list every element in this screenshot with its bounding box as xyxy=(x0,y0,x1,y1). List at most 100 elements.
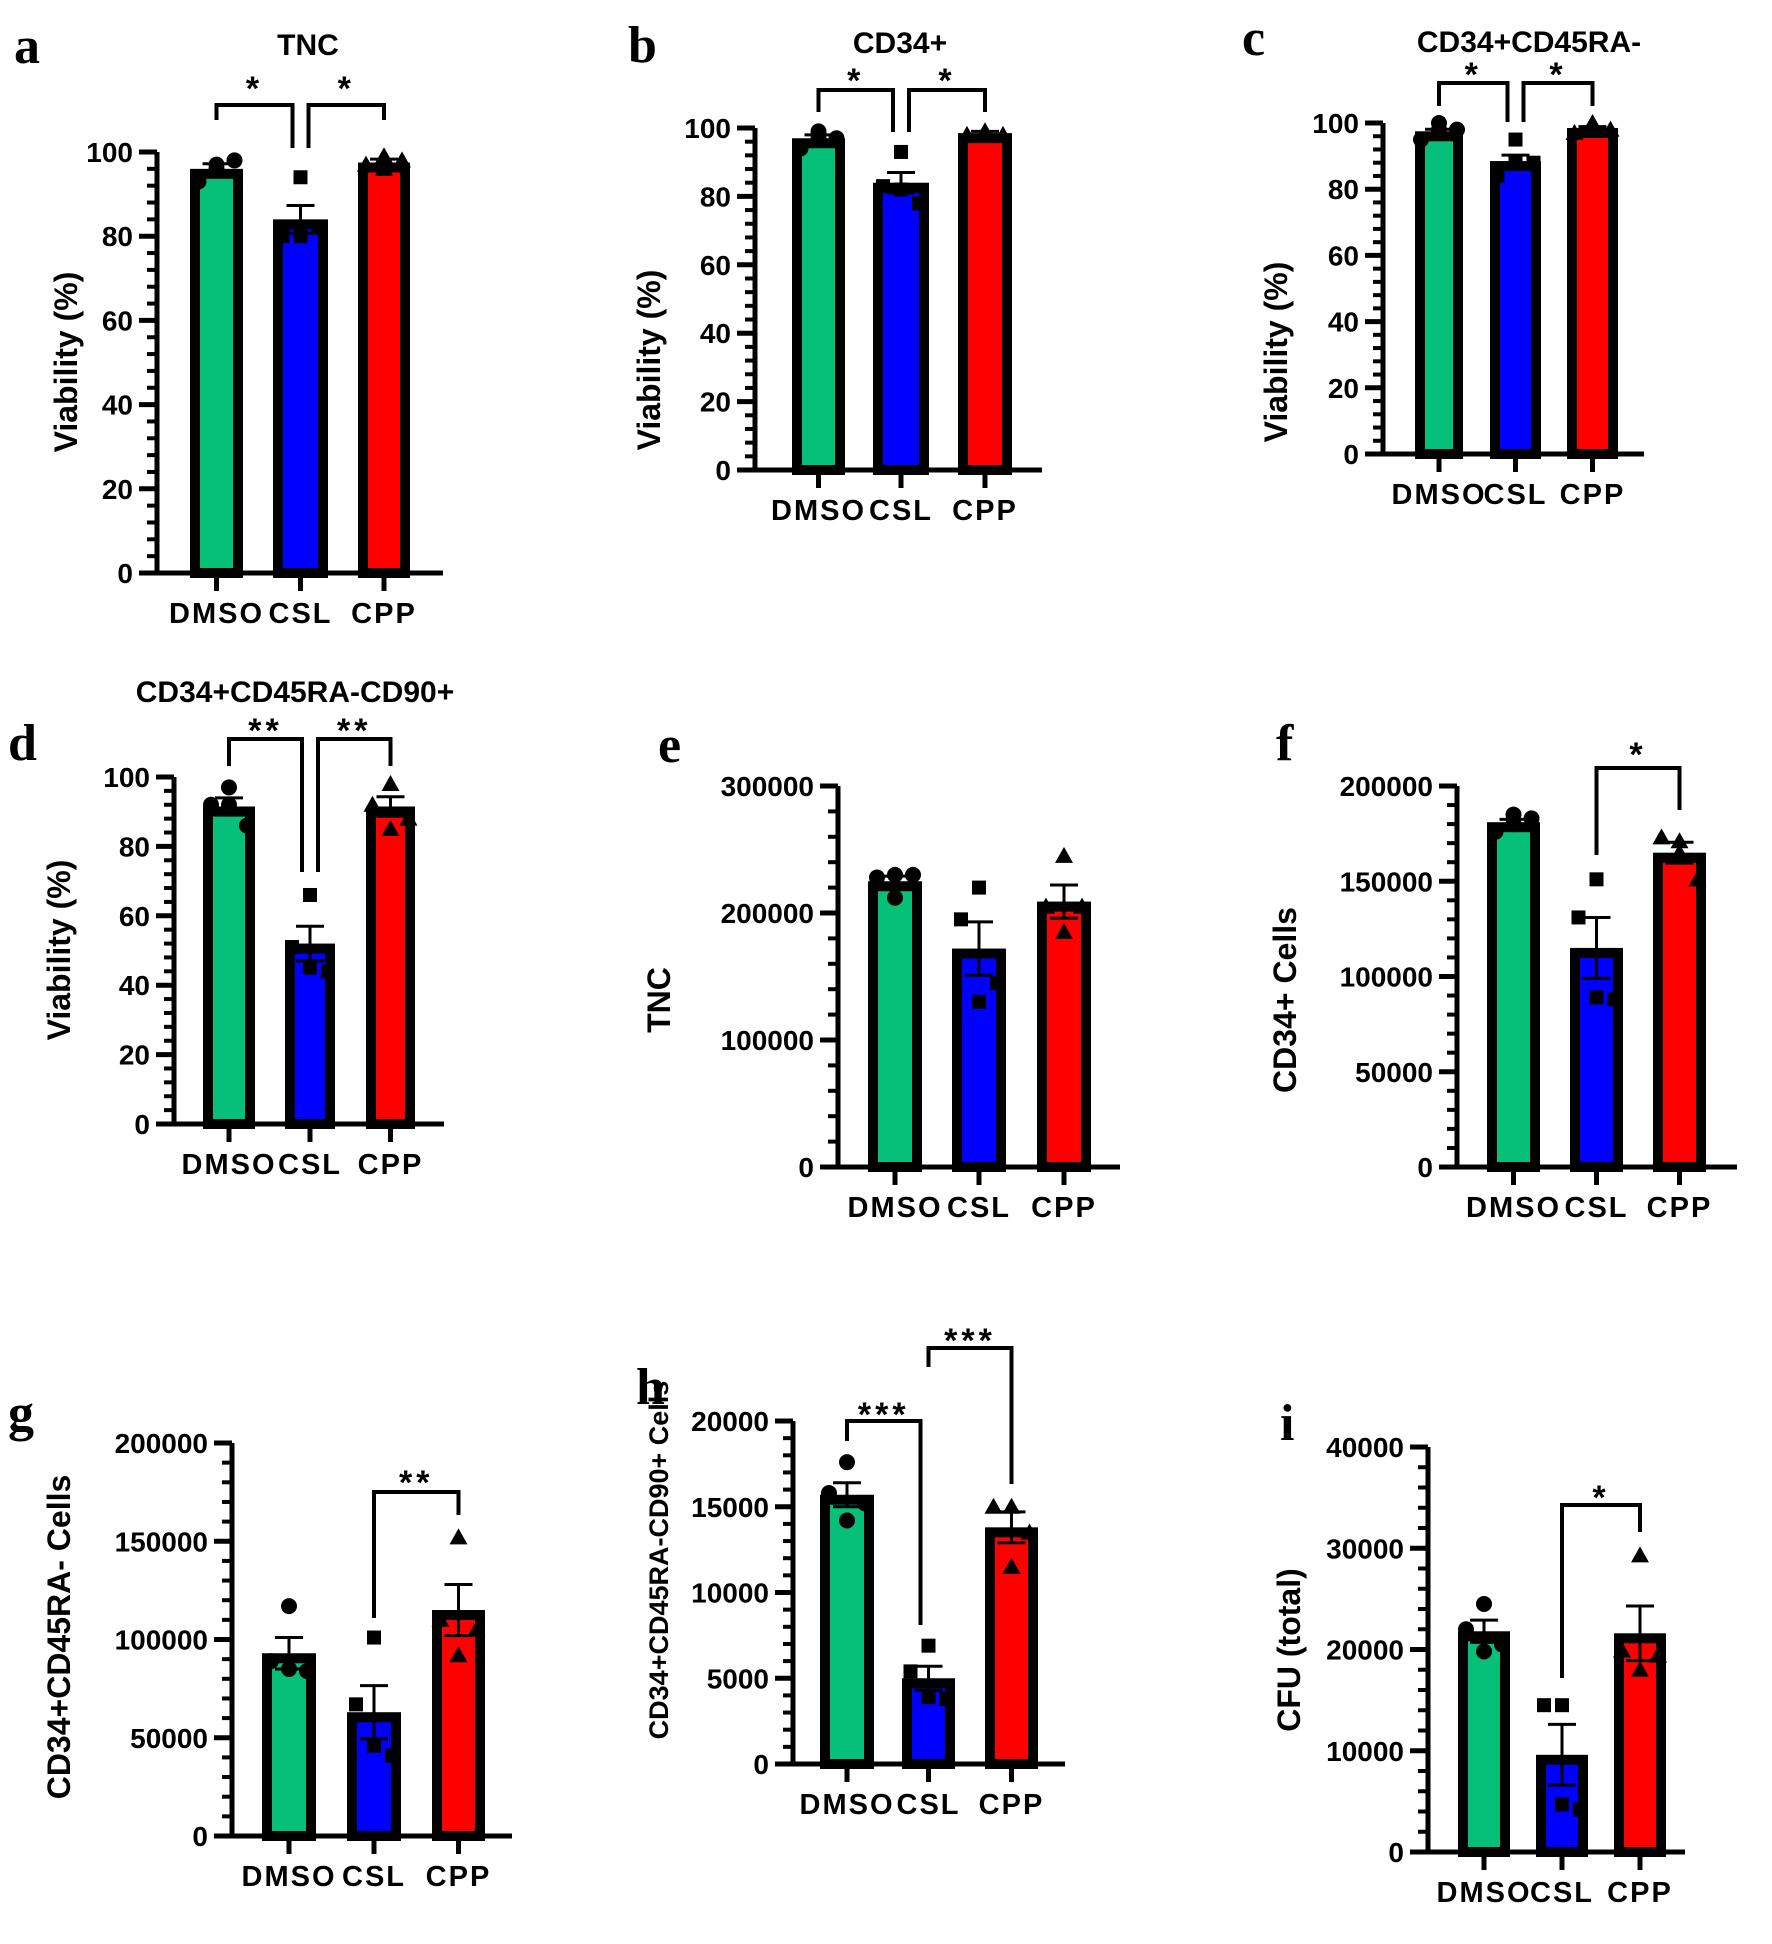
error-bar-csl xyxy=(965,920,993,977)
data-point-cpp xyxy=(1565,123,1584,140)
y-tick-label: 100 xyxy=(86,137,133,168)
y-tick-label: 100 xyxy=(1312,108,1359,139)
y-tick-label: 0 xyxy=(117,558,133,589)
significance-label: * xyxy=(1592,1479,1609,1517)
significance-bracket: * xyxy=(306,70,386,148)
bar-csl xyxy=(273,219,328,579)
y-tick-label: 60 xyxy=(102,305,133,336)
x-tick-label: CPP xyxy=(351,598,417,630)
y-tick-label: 60 xyxy=(700,250,731,281)
data-point-cpp xyxy=(375,147,393,164)
x-tick-label: CSL xyxy=(1565,1192,1629,1224)
y-tick-label: 20000 xyxy=(1326,1635,1404,1666)
y-axis-label: CD34+CD45RA- Cells xyxy=(41,1475,77,1800)
y-axis-label: CD34+ Cells xyxy=(1267,907,1303,1093)
data-point-csl xyxy=(972,880,986,895)
error-bar-cpp xyxy=(1050,883,1078,920)
data-point-cpp xyxy=(357,155,375,172)
data-point-cpp xyxy=(1002,1497,1021,1514)
y-tick-label: 40000 xyxy=(1326,1432,1404,1463)
y-tick-label: 150000 xyxy=(115,1526,208,1557)
data-point-cpp xyxy=(1055,923,1073,940)
significance-bracket: ** xyxy=(227,712,304,872)
significance-bracket: * xyxy=(1437,56,1510,122)
significance-label: *** xyxy=(858,1396,910,1434)
panel-d: d CD34+CD45RA-CD90+ Viability (%) 0 20 40 60 80… xyxy=(8,676,454,1181)
data-point-dmso xyxy=(839,1454,855,1471)
panel-letter: i xyxy=(1280,1395,1294,1452)
data-point-cpp xyxy=(976,122,994,139)
x-tick-label: CSL xyxy=(1530,1877,1594,1909)
data-point-dmso xyxy=(208,160,225,177)
data-point-csl xyxy=(293,170,308,185)
bar-dmso xyxy=(792,138,845,475)
y-tick-label: 100000 xyxy=(721,1025,814,1056)
y-tick-label: 40 xyxy=(119,970,150,1001)
panel-letter: b xyxy=(628,17,657,74)
significance-label: * xyxy=(1465,56,1482,94)
error-bar-cpp xyxy=(376,795,405,818)
x-tick-label: DMSO xyxy=(1437,1877,1532,1909)
x-tick-label: CSL xyxy=(1484,479,1548,511)
panel-letter: c xyxy=(1242,10,1265,67)
x-tick-label: DMSO xyxy=(1466,1192,1561,1224)
bar-cpp xyxy=(366,806,415,1129)
data-point-csl xyxy=(1537,1698,1551,1713)
error-bar-cpp xyxy=(1626,1604,1654,1663)
y-tick-label: 200000 xyxy=(721,898,814,929)
data-point-csl xyxy=(1607,992,1622,1007)
y-tick-label: 0 xyxy=(753,1749,769,1780)
x-tick-label: DMSO xyxy=(182,1149,277,1181)
y-tick-label: 100 xyxy=(103,762,150,793)
data-point-csl xyxy=(349,1697,363,1712)
bar-cpp xyxy=(1653,852,1706,1172)
data-point-csl xyxy=(876,179,890,194)
significance-label: ** xyxy=(399,1464,433,1502)
data-point-cpp xyxy=(381,774,400,791)
data-point-csl xyxy=(1589,990,1604,1005)
bar-dmso xyxy=(820,1494,874,1769)
data-point-cpp xyxy=(1037,897,1055,914)
y-axis-label: Viability (%) xyxy=(1258,262,1294,443)
y-axis-label: CFU (total) xyxy=(1271,1568,1307,1732)
y-tick-label: 50000 xyxy=(1355,1057,1433,1088)
significance-bracket: * xyxy=(1594,736,1682,855)
data-point-csl xyxy=(921,1690,936,1705)
data-point-csl xyxy=(275,229,290,244)
y-tick-label: 20000 xyxy=(691,1406,769,1437)
data-point-csl xyxy=(990,975,1004,990)
significance-label: *** xyxy=(944,1322,996,1360)
panel-letter: g xyxy=(8,1385,34,1442)
bar-cpp xyxy=(958,133,1012,475)
data-point-cpp xyxy=(1601,120,1620,137)
data-point-csl xyxy=(367,1630,381,1645)
data-point-cpp xyxy=(1055,846,1073,863)
panel-i: i CFU (total) 0 10000 20000 30000 40000 DMSOCSL… xyxy=(1271,1395,1685,1909)
significance-bracket: * xyxy=(816,62,895,132)
y-tick-label: 0 xyxy=(798,1152,814,1183)
data-point-dmso xyxy=(221,779,237,796)
significance-label: * xyxy=(1629,736,1646,774)
data-point-csl xyxy=(903,1664,918,1679)
data-point-cpp xyxy=(1583,120,1602,137)
bar-dmso xyxy=(1487,822,1540,1172)
y-tick-label: 10000 xyxy=(1326,1736,1404,1767)
data-point-csl xyxy=(894,182,908,197)
panel-b: b CD34+ Viability (%) 0 20 40 60 80 100 DMSO CSL CP… xyxy=(628,17,1042,527)
x-tick-label: CPP xyxy=(358,1149,424,1181)
data-point-dmso xyxy=(1476,1643,1492,1660)
data-point-cpp xyxy=(958,125,976,142)
significance-bracket: *** xyxy=(926,1322,1014,1484)
bar-dmso xyxy=(203,806,255,1129)
significance-bracket: *** xyxy=(845,1396,923,1625)
data-point-dmso xyxy=(1523,810,1540,827)
significance-label: * xyxy=(338,70,355,108)
significance-label: * xyxy=(1549,56,1566,94)
data-point-dmso xyxy=(869,869,885,886)
x-tick-label: CSL xyxy=(869,495,933,527)
chart-title: CD34+ xyxy=(853,27,947,60)
data-point-csl xyxy=(1573,1802,1587,1817)
data-point-cpp xyxy=(375,159,393,176)
